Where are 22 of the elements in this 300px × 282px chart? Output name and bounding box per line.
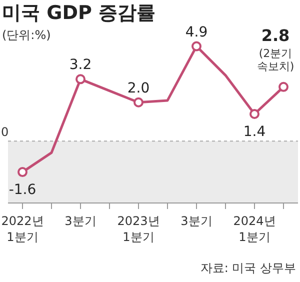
point (18, 167, 28, 178)
data-label: 3.2 (69, 57, 92, 74)
x-tick-label: 3분기 (64, 214, 96, 228)
x-tick-label: 2024년 1분기 (233, 214, 276, 244)
data-label: 2.0 (127, 80, 150, 96)
point (278, 82, 288, 92)
text: 자료: 미국 상무부 (200, 260, 296, 277)
text: (단위:%) (2, 27, 51, 44)
data-label: 2.8 (261, 26, 290, 45)
point (134, 97, 144, 108)
point (250, 109, 260, 119)
chart-title: 미국 GDP 증감률 (2, 1, 156, 26)
point (192, 41, 202, 52)
ref-line-label: 0 (1, 125, 9, 140)
data-label: -1.6 (8, 182, 36, 198)
x-tick-label: 3분기 (180, 214, 212, 228)
x-tick-label: 2023년 1분기 (117, 214, 160, 244)
annotation: (2분기 속보치) (256, 46, 294, 73)
point (76, 74, 86, 84)
data-label: 1.4 (243, 124, 266, 140)
x-tick-label: 2022년 1분기 (1, 214, 44, 244)
data-label: 4.9 (185, 24, 208, 40)
